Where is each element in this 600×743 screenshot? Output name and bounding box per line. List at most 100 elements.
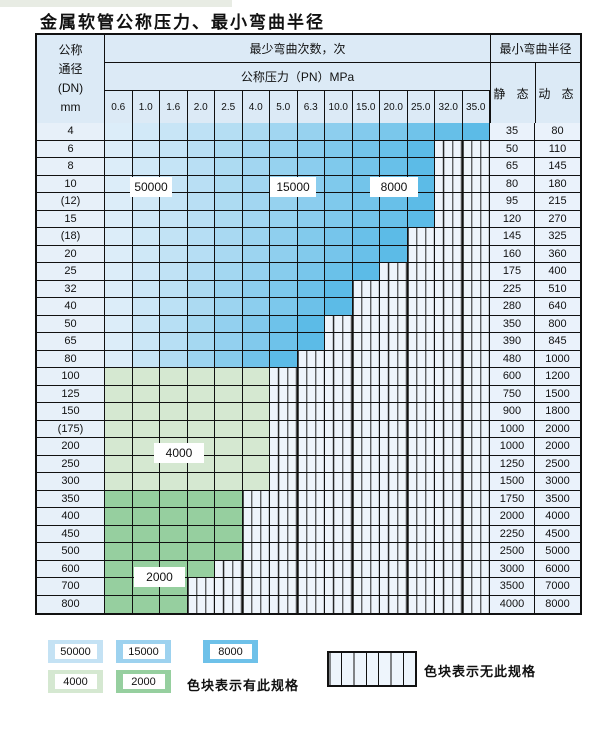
dynamic-radius-cell: 1000 [535,350,580,367]
no-spec-cell [325,473,353,490]
no-spec-cell [407,298,435,315]
dynamic-radius-cell: 145 [535,158,580,175]
table-row: 80 480 1000 [37,350,580,368]
no-spec-cell [242,490,270,507]
table-row: 65 390 845 [37,333,580,351]
no-spec-cell [325,350,353,367]
static-radius-cell: 35 [490,123,535,140]
no-spec-cell [352,438,380,455]
no-spec-cell [297,560,325,577]
spec-cell [325,210,353,227]
spec-cell [215,420,243,437]
no-spec-cell [380,473,408,490]
static-radius-cell: 1250 [490,455,535,472]
spec-cell [270,280,298,297]
static-radius-cell: 1500 [490,473,535,490]
spec-cell [297,333,325,350]
pressure-column-header: 2.5 [215,91,243,123]
spec-cell [215,193,243,210]
pressure-column-header: 20.0 [380,91,408,123]
no-spec-cell [407,403,435,420]
no-spec-cell [462,158,490,175]
spec-cell [132,455,160,472]
no-spec-cell [462,438,490,455]
table-row: 25 175 400 [37,263,580,281]
spec-cell [187,175,215,192]
dynamic-radius-cell: 110 [535,140,580,157]
spec-cell [242,210,270,227]
spec-cell [352,158,380,175]
spec-cell [215,175,243,192]
spec-cell [160,350,188,367]
no-spec-cell [380,508,408,525]
spec-cell [352,228,380,245]
spec-cell [242,403,270,420]
spec-cell [380,193,408,210]
no-spec-cell [215,595,243,613]
table-row: 100 600 1200 [37,368,580,386]
dn-cell: 800 [37,595,105,613]
no-spec-cell [407,315,435,332]
spec-cell [407,210,435,227]
spec-cell [105,560,133,577]
table-row: (175) 1000 2000 [37,420,580,438]
spec-cell [215,333,243,350]
spec-cell [160,298,188,315]
static-radius-cell: 480 [490,350,535,367]
no-spec-cell [435,595,463,613]
no-spec-cell [325,315,353,332]
spec-cell [242,263,270,280]
spec-cell [380,245,408,262]
no-spec-cell [352,543,380,560]
no-spec-cell [270,368,298,385]
no-spec-cell [380,455,408,472]
spec-cell [132,595,160,613]
spec-cell [242,158,270,175]
no-spec-cell [435,333,463,350]
spec-cell [297,245,325,262]
no-spec-cell [462,193,490,210]
no-spec-cell [297,455,325,472]
no-spec-cell [407,245,435,262]
static-radius-cell: 600 [490,368,535,385]
spec-cell [160,210,188,227]
no-spec-cell [407,560,435,577]
spec-cell [187,315,215,332]
spec-cell [160,420,188,437]
spec-cell [132,123,160,140]
table-row: 50 350 800 [37,315,580,333]
no-spec-cell [407,385,435,402]
header-dn-line: mm [60,100,81,114]
spec-cell [242,280,270,297]
table-row: 300 1500 3000 [37,473,580,491]
dynamic-radius-cell: 845 [535,333,580,350]
spec-cell [160,543,188,560]
static-radius-cell: 175 [490,263,535,280]
dn-cell: (12) [37,193,105,210]
static-radius-cell: 145 [490,228,535,245]
no-spec-cell [352,595,380,613]
no-spec-cell [325,368,353,385]
no-spec-cell [325,578,353,595]
spec-cell [160,158,188,175]
no-spec-cell [325,560,353,577]
no-spec-cell [407,543,435,560]
no-spec-cell [270,525,298,542]
no-spec-cell [462,210,490,227]
dynamic-radius-cell: 800 [535,315,580,332]
spec-cell [297,298,325,315]
spec-cell [380,140,408,157]
no-spec-cell [242,543,270,560]
dn-cell: 400 [37,508,105,525]
dynamic-radius-cell: 325 [535,228,580,245]
table-row: (18) 145 325 [37,228,580,246]
no-spec-cell [407,473,435,490]
no-spec-cell [380,595,408,613]
no-spec-cell [462,595,490,613]
spec-cell [242,175,270,192]
spec-cell [187,333,215,350]
dynamic-radius-cell: 640 [535,298,580,315]
spec-cell [242,228,270,245]
spec-cell [215,473,243,490]
